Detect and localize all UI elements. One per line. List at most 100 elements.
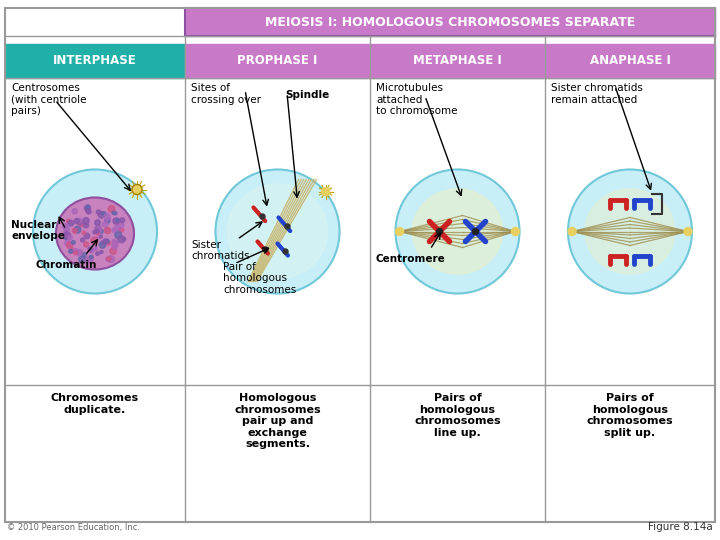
- Circle shape: [511, 227, 520, 235]
- Circle shape: [122, 238, 126, 241]
- Circle shape: [74, 226, 81, 233]
- Text: Sites of
crossing over: Sites of crossing over: [191, 83, 261, 105]
- Circle shape: [66, 242, 73, 248]
- Text: Chromosomes
duplicate.: Chromosomes duplicate.: [51, 393, 139, 415]
- Circle shape: [83, 218, 89, 224]
- Circle shape: [89, 247, 94, 253]
- Circle shape: [95, 226, 102, 233]
- Circle shape: [99, 242, 106, 248]
- Circle shape: [86, 256, 93, 263]
- Circle shape: [78, 220, 82, 225]
- Circle shape: [68, 235, 72, 240]
- Text: ANAPHASE I: ANAPHASE I: [590, 55, 670, 68]
- Text: METAPHASE I: METAPHASE I: [413, 55, 502, 68]
- Bar: [185, 8, 715, 36]
- Circle shape: [71, 240, 75, 244]
- Circle shape: [120, 218, 125, 222]
- Circle shape: [88, 210, 91, 213]
- Circle shape: [684, 227, 692, 235]
- Circle shape: [112, 228, 116, 232]
- Circle shape: [112, 241, 118, 246]
- Circle shape: [78, 222, 83, 227]
- Circle shape: [89, 255, 93, 259]
- Circle shape: [77, 218, 81, 223]
- Circle shape: [74, 218, 79, 224]
- Bar: [5, 44, 185, 78]
- Circle shape: [84, 233, 90, 239]
- Circle shape: [84, 223, 89, 228]
- Circle shape: [436, 228, 443, 234]
- Circle shape: [94, 237, 99, 241]
- Circle shape: [72, 228, 77, 233]
- Circle shape: [68, 249, 73, 253]
- Circle shape: [84, 242, 89, 247]
- Circle shape: [263, 247, 268, 252]
- Circle shape: [63, 224, 68, 229]
- Ellipse shape: [413, 189, 503, 274]
- Bar: [370, 44, 545, 78]
- Circle shape: [94, 247, 97, 251]
- Circle shape: [215, 170, 340, 294]
- Circle shape: [95, 230, 99, 233]
- Text: Homologous
chromosomes
pair up and
exchange
segments.: Homologous chromosomes pair up and excha…: [234, 393, 321, 449]
- Circle shape: [110, 248, 117, 254]
- Circle shape: [64, 236, 68, 240]
- Circle shape: [114, 225, 120, 231]
- Circle shape: [96, 231, 99, 235]
- Circle shape: [85, 259, 89, 263]
- Circle shape: [108, 206, 115, 212]
- Circle shape: [106, 257, 110, 261]
- Circle shape: [107, 256, 111, 261]
- Circle shape: [99, 212, 105, 218]
- Text: Sister chromatids
remain attached: Sister chromatids remain attached: [551, 83, 643, 105]
- Circle shape: [78, 256, 86, 263]
- Circle shape: [568, 170, 692, 294]
- Text: Sister
chromatids: Sister chromatids: [191, 240, 250, 261]
- Circle shape: [120, 228, 124, 232]
- Circle shape: [102, 221, 108, 227]
- Circle shape: [77, 251, 82, 256]
- Circle shape: [100, 251, 103, 253]
- Circle shape: [283, 249, 288, 254]
- Text: INTERPHASE: INTERPHASE: [53, 55, 137, 68]
- Circle shape: [105, 239, 109, 243]
- Text: Microtubules
attached
to chromosome: Microtubules attached to chromosome: [376, 83, 457, 116]
- Circle shape: [113, 218, 119, 224]
- Circle shape: [70, 247, 73, 250]
- Circle shape: [472, 228, 479, 234]
- Circle shape: [114, 232, 122, 239]
- Circle shape: [107, 241, 111, 245]
- Circle shape: [88, 247, 92, 251]
- Text: Centrosomes
(with centriole
pairs): Centrosomes (with centriole pairs): [11, 83, 86, 116]
- Circle shape: [285, 224, 290, 229]
- Circle shape: [73, 251, 77, 255]
- Circle shape: [84, 205, 91, 211]
- Circle shape: [568, 227, 576, 235]
- Circle shape: [96, 252, 99, 255]
- Circle shape: [95, 227, 99, 231]
- Circle shape: [102, 212, 106, 216]
- Circle shape: [82, 231, 86, 235]
- Circle shape: [105, 228, 109, 232]
- Circle shape: [33, 170, 157, 294]
- Text: Nuclear
envelope: Nuclear envelope: [11, 219, 65, 241]
- Text: Pairs of
homologous
chromosomes
split up.: Pairs of homologous chromosomes split up…: [587, 393, 673, 438]
- Circle shape: [73, 248, 78, 254]
- Circle shape: [64, 226, 69, 232]
- Circle shape: [82, 253, 86, 257]
- Circle shape: [322, 187, 330, 195]
- Circle shape: [104, 227, 111, 234]
- Ellipse shape: [228, 184, 328, 279]
- Circle shape: [93, 231, 96, 234]
- Circle shape: [95, 225, 102, 231]
- Circle shape: [112, 211, 115, 214]
- Circle shape: [114, 212, 117, 215]
- Circle shape: [65, 240, 71, 246]
- Circle shape: [68, 220, 73, 226]
- Circle shape: [395, 170, 520, 294]
- Text: Pairs of
homologous
chromosomes
line up.: Pairs of homologous chromosomes line up.: [414, 393, 501, 438]
- Circle shape: [112, 244, 117, 249]
- Text: Spindle: Spindle: [285, 90, 329, 100]
- Circle shape: [91, 237, 97, 244]
- Circle shape: [118, 236, 125, 242]
